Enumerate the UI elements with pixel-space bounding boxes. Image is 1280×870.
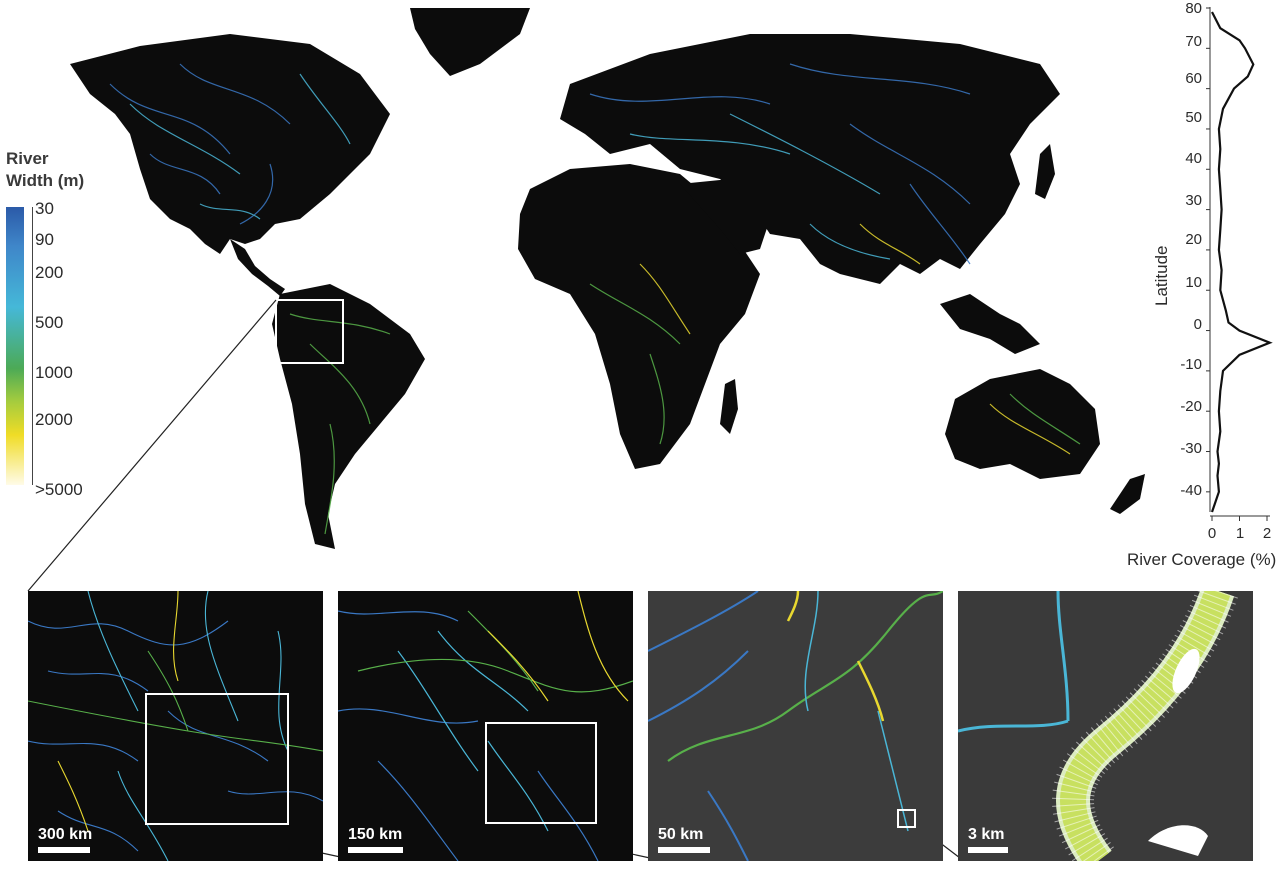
x-tick-label: 1 bbox=[1236, 525, 1244, 542]
river-width-colorbar bbox=[6, 207, 24, 485]
y-tick-label: -40 bbox=[1180, 482, 1202, 499]
y-tick-label: 60 bbox=[1185, 70, 1202, 87]
zoom-panel-300km: 300 km bbox=[28, 591, 323, 861]
y-tick-label: -10 bbox=[1180, 356, 1202, 373]
coverage-line bbox=[1210, 11, 1273, 513]
y-tick-label: -20 bbox=[1180, 398, 1202, 415]
x-tick-label: 0 bbox=[1208, 525, 1216, 542]
zoom-panel-150km: 150 km bbox=[338, 591, 633, 861]
profile-x-label: River Coverage (%) bbox=[1127, 550, 1277, 569]
x-tick-label: 2 bbox=[1263, 525, 1271, 542]
world-river-map bbox=[70, 8, 1145, 549]
river-detail bbox=[338, 591, 633, 861]
profile-y-label: Latitude bbox=[1152, 245, 1171, 307]
river-network bbox=[109, 63, 1081, 535]
greenland bbox=[410, 8, 530, 76]
scale-bar-line bbox=[38, 847, 90, 853]
scale-label: 3 km bbox=[968, 826, 1005, 843]
scale-bar-line bbox=[658, 847, 710, 853]
zoom-panel-3km: 3 km bbox=[958, 591, 1253, 861]
southeast-asia-islands bbox=[940, 294, 1040, 354]
y-tick-label: 10 bbox=[1185, 274, 1202, 291]
scale-bar: 300 km bbox=[38, 826, 92, 853]
scale-bar-line bbox=[968, 847, 1008, 853]
scale-bar: 50 km bbox=[658, 826, 710, 853]
legend-tick: 90 bbox=[35, 230, 54, 249]
satellite-river-detail bbox=[648, 591, 943, 861]
y-tick-label: 80 bbox=[1185, 0, 1202, 17]
north-america bbox=[70, 34, 390, 254]
legend-tick: 30 bbox=[35, 199, 54, 218]
coverage-profile: 80 70 60 50 40 30 20 10 0 -10 -20 -30 -4… bbox=[1180, 0, 1273, 542]
y-tick-label: 0 bbox=[1194, 316, 1202, 333]
y-tick-label: 50 bbox=[1185, 109, 1202, 126]
continents bbox=[70, 8, 1145, 549]
new-zealand bbox=[1110, 474, 1145, 514]
scale-bar: 3 km bbox=[968, 826, 1008, 853]
river-detail bbox=[28, 591, 323, 861]
arabia bbox=[680, 179, 770, 254]
y-tick-label: 20 bbox=[1185, 231, 1202, 248]
zoom-box bbox=[485, 722, 597, 824]
scale-bar: 150 km bbox=[348, 826, 403, 853]
scale-label: 150 km bbox=[348, 826, 403, 843]
legend-title-line2: Width (m) bbox=[6, 171, 85, 190]
y-tick-labels: 80 70 60 50 40 30 20 10 0 -10 -20 -30 -4… bbox=[1180, 0, 1202, 499]
scale-label: 50 km bbox=[658, 826, 704, 843]
japan bbox=[1035, 144, 1055, 199]
x-tick-labels: 0 1 2 bbox=[1208, 525, 1271, 542]
scale-bar-line bbox=[348, 847, 403, 853]
africa bbox=[518, 164, 760, 469]
zoom-box bbox=[145, 693, 289, 825]
y-tick-label: 70 bbox=[1185, 33, 1202, 50]
y-tick-label: -30 bbox=[1180, 440, 1202, 457]
y-tick-label: 30 bbox=[1185, 192, 1202, 209]
zoom-box bbox=[897, 809, 916, 828]
madagascar bbox=[720, 379, 738, 434]
scale-label: 300 km bbox=[38, 826, 93, 843]
central-america bbox=[230, 239, 285, 296]
legend-tick: 200 bbox=[35, 263, 64, 282]
legend-title-line1: River bbox=[6, 149, 49, 168]
south-america bbox=[272, 284, 425, 549]
eurasia bbox=[560, 34, 1060, 284]
y-tick-label: 40 bbox=[1185, 150, 1202, 167]
satellite-river-width-detail bbox=[958, 591, 1238, 861]
legend-title: River Width (m) bbox=[6, 148, 96, 192]
australia bbox=[945, 369, 1100, 479]
zoom-panel-50km: 50 km bbox=[648, 591, 943, 861]
